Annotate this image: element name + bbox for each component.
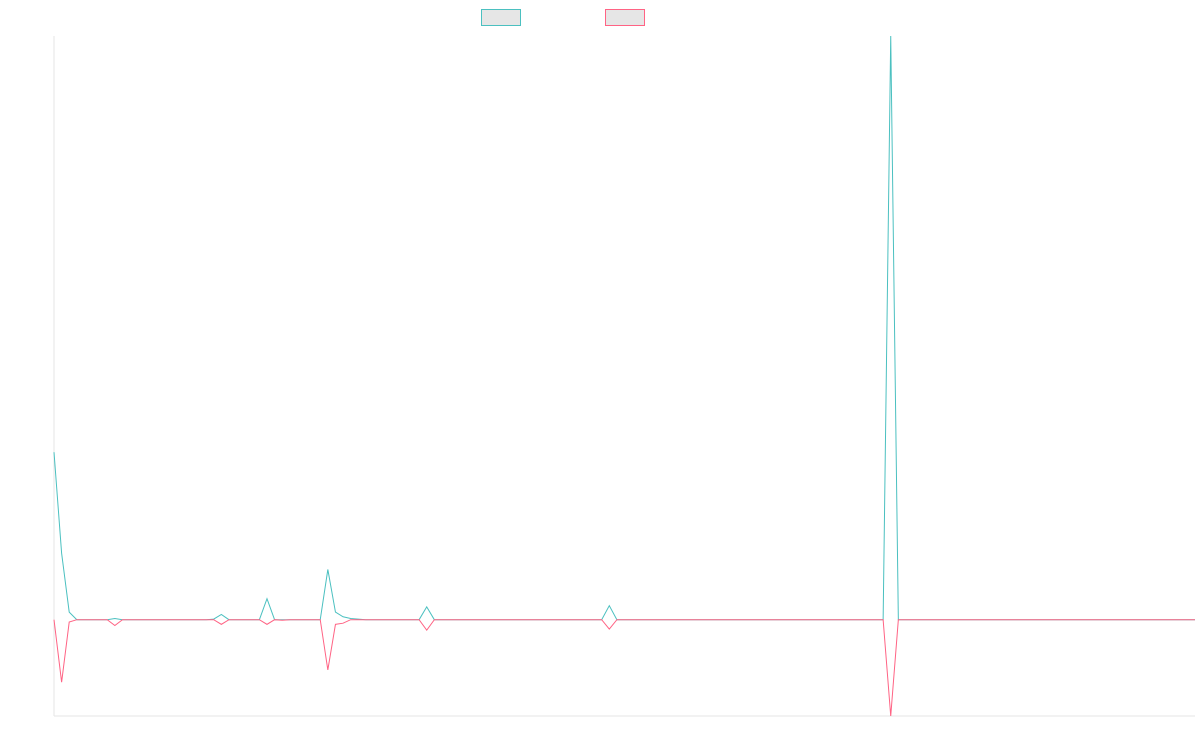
plot-area [53, 35, 1195, 717]
legend-swatch-series-2[interactable] [605, 9, 645, 26]
series-line-1[interactable] [53, 35, 1195, 621]
series-line-2[interactable] [53, 619, 1195, 717]
chart-axes [53, 36, 1195, 717]
legend-swatch-series-1[interactable] [481, 9, 521, 26]
